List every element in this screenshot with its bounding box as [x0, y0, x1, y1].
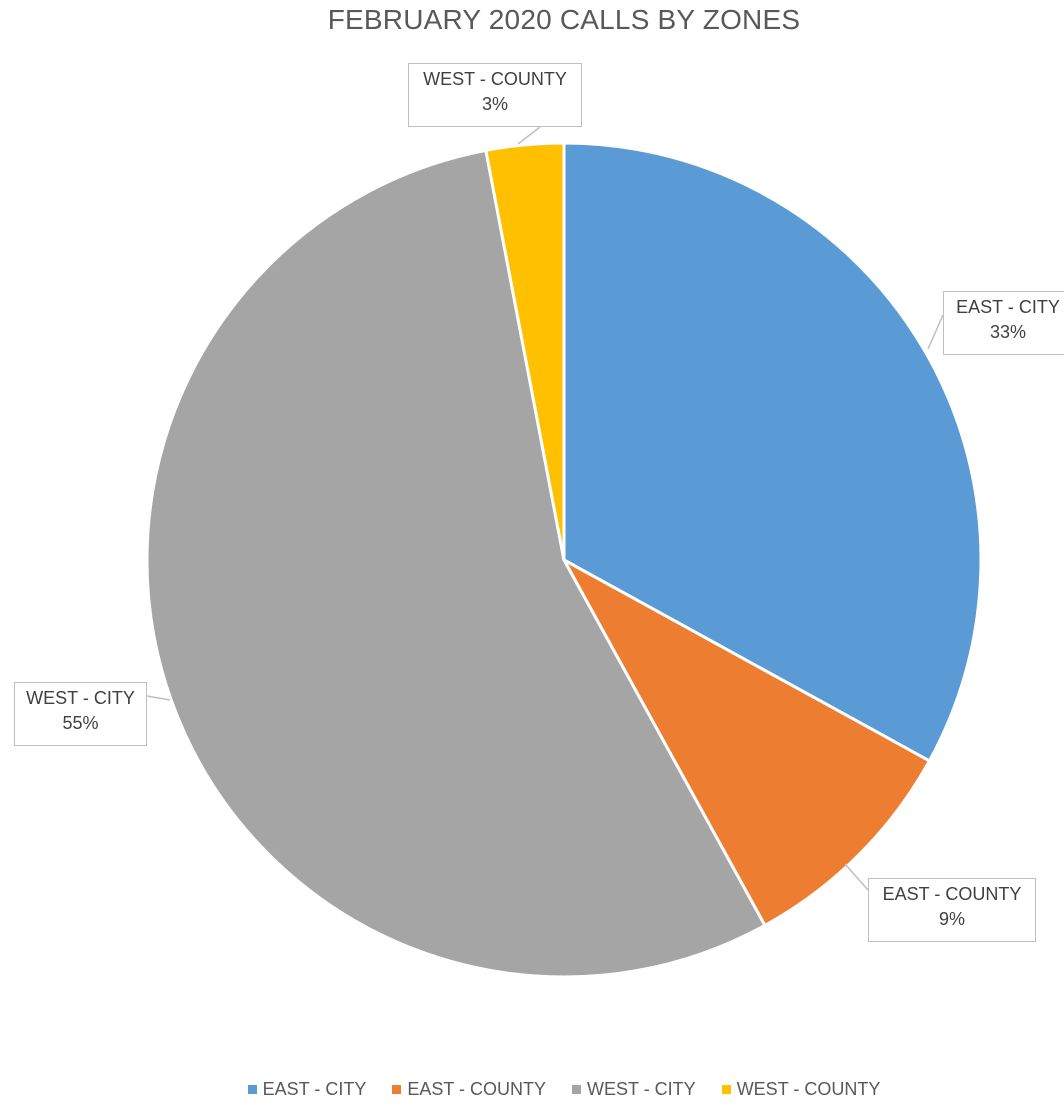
leader-line-east-city: [927, 314, 944, 350]
legend-swatch: [247, 1085, 257, 1094]
pie-slice-west-city: [145, 148, 767, 979]
leader-line-west-county: [517, 126, 541, 145]
callout-label: EAST - COUNTY: [882, 884, 1022, 904]
leader-line-east-county: [844, 863, 869, 891]
legend-item-east-city: EAST - CITY: [247, 1079, 367, 1100]
legend-label: WEST - COUNTY: [736, 1079, 881, 1099]
callout-label: WEST - CITY: [26, 688, 135, 708]
legend-label: EAST - CITY: [262, 1079, 367, 1099]
legend: EAST - CITY EAST - COUNTY WEST - CITY WE…: [0, 1079, 1064, 1100]
callout-value: 55%: [62, 713, 99, 733]
leader-line-west-city: [146, 695, 171, 701]
pie-slice-east-county: [562, 558, 931, 927]
legend-swatch: [721, 1085, 731, 1094]
chart-title: FEBRUARY 2020 CALLS BY ZONES: [327, 4, 801, 35]
legend-item-west-city: WEST - CITY: [572, 1079, 696, 1100]
leader-lines: [146, 126, 944, 891]
callout-value: 9%: [938, 909, 965, 929]
pie-slice-west-county: [484, 141, 566, 562]
callout-value: 3%: [481, 94, 508, 114]
callout-label: EAST - CITY: [956, 297, 1060, 317]
legend-item-east-county: EAST - COUNTY: [392, 1079, 546, 1100]
legend-swatch: [572, 1085, 582, 1094]
callout-label: WEST - COUNTY: [423, 69, 567, 89]
legend-item-west-county: WEST - COUNTY: [721, 1079, 881, 1100]
legend-label: WEST - CITY: [587, 1079, 696, 1099]
legend-label: EAST - COUNTY: [407, 1079, 547, 1099]
callout-value: 33%: [989, 322, 1027, 342]
legend-swatch: [392, 1085, 402, 1094]
callout-west-county: WEST - COUNTY 3%: [408, 63, 582, 127]
callout-east-city: EAST - CITY 33%: [943, 291, 1064, 355]
callout-west-city: WEST - CITY 55%: [14, 682, 147, 746]
pie-slices: [145, 141, 983, 979]
callout-east-county: EAST - COUNTY 9%: [868, 878, 1036, 942]
pie-slice-east-city: [562, 141, 983, 763]
